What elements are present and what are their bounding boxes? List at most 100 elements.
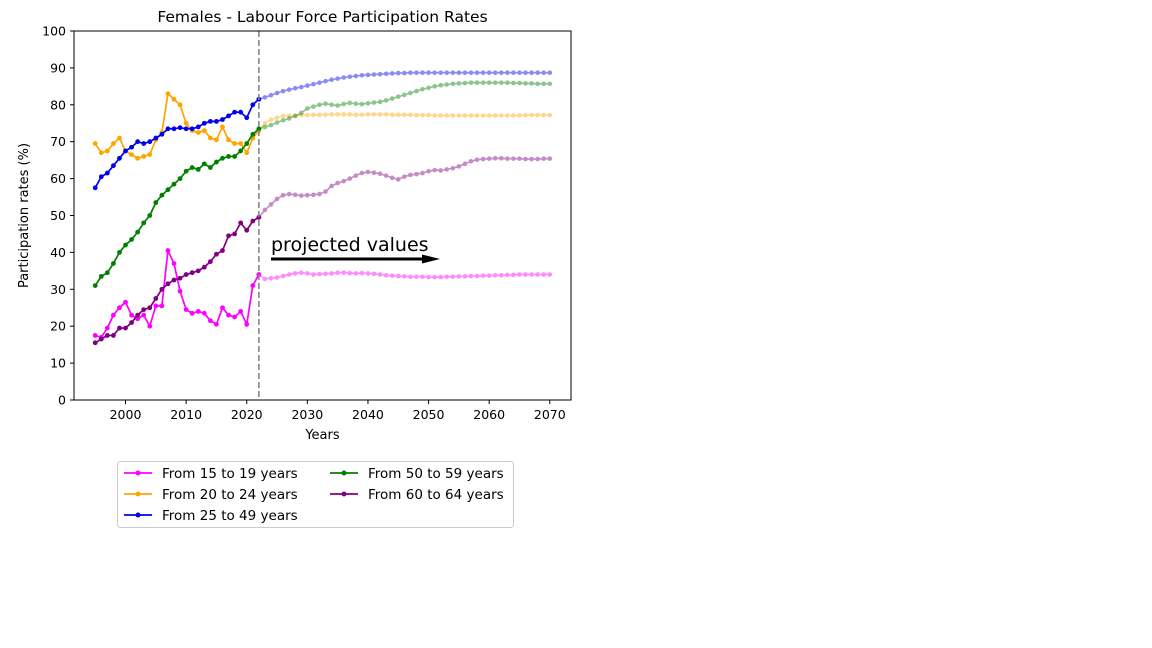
series-1-projected-point (498, 272, 504, 278)
legend-label: From 50 to 59 years (368, 466, 504, 482)
series-1-projected-point (438, 274, 443, 280)
series-2-point (141, 154, 147, 159)
series-1-point (92, 333, 98, 338)
series-2-point (104, 148, 110, 154)
series-4-projected-point (280, 117, 286, 123)
series-1-projected-point (383, 272, 389, 278)
series-2-projected-point (377, 112, 383, 117)
series-3-projected-point (292, 85, 298, 91)
series-4 (92, 80, 553, 289)
series-1-point (201, 310, 207, 316)
series-1-projected-point (486, 273, 492, 278)
series-5-point (147, 305, 153, 311)
series-5-point (171, 277, 177, 283)
series-5-projected-point (529, 156, 534, 162)
legend-label: From 15 to 19 years (162, 466, 298, 482)
series-1 (92, 247, 553, 340)
series-3-projected-point (414, 70, 419, 75)
series-4-projected-point (371, 100, 377, 105)
series-3-point (250, 102, 256, 108)
y-tick-label: 30 (50, 282, 66, 297)
series-5-projected-point (353, 173, 359, 178)
series-2-projected-point (468, 113, 474, 118)
series-4-projected-point (468, 80, 474, 85)
series-3-point (159, 131, 165, 137)
series-2-projected-point (444, 113, 450, 118)
series-1-projected-point (426, 274, 431, 280)
legend-item: From 50 to 59 years (330, 466, 504, 482)
series-3-point (244, 115, 250, 121)
series-3-projected-point (523, 70, 528, 75)
series-4-projected-point (402, 92, 407, 98)
series-5-projected-point (541, 156, 547, 161)
series-5-projected-point (426, 168, 431, 174)
series-5-point (214, 251, 219, 257)
series-5-projected-point (329, 183, 334, 189)
series-4-point (201, 161, 207, 167)
series-3-projected-point (505, 70, 510, 75)
series-2-projected-point (365, 112, 371, 117)
series-4-projected-point (492, 80, 498, 85)
series-5-projected-point (347, 176, 353, 181)
series-2-projected-point (371, 112, 377, 117)
series-1-projected-point (311, 272, 316, 277)
series-4-point (104, 270, 110, 276)
series-1-projected-point (305, 271, 310, 276)
series-3-point (207, 119, 213, 124)
series-2-projected-point (492, 113, 498, 118)
series-4-point (159, 192, 165, 198)
series-2-projected-point (395, 112, 401, 118)
series-5-point (98, 336, 104, 342)
series-4-point (207, 165, 213, 170)
series-3-point (220, 117, 225, 122)
series-3-projected-point (365, 72, 371, 78)
series-1-point (165, 248, 171, 253)
series-4-point (98, 273, 104, 279)
series-4-projected-point (498, 80, 504, 85)
y-tick-label: 20 (50, 319, 66, 334)
series-5-projected-point (517, 156, 522, 161)
series-4-point (183, 168, 189, 174)
series-2-projected-point (305, 112, 310, 118)
series-4-projected-point (523, 81, 528, 86)
series-1-projected-point (286, 272, 292, 277)
series-5-projected (256, 156, 553, 220)
series-5-point (238, 220, 244, 226)
series-3-point (189, 126, 195, 132)
series-1-projected-point (523, 272, 528, 277)
series-3-projected-point (480, 70, 486, 75)
series-4-point (195, 166, 201, 172)
series-1-projected-point (511, 272, 516, 278)
series-5-projected-point (420, 170, 425, 176)
series-3-point (226, 113, 231, 119)
series-1-projected-point (541, 272, 547, 277)
series-5-projected-point (317, 191, 322, 197)
series-5-projected-point (268, 202, 274, 207)
series-2-point (129, 152, 134, 158)
series-5-projected-point (335, 180, 340, 186)
series-4-projected-point (268, 122, 274, 128)
series-4-point (177, 176, 183, 182)
series-4-projected-line (258, 81, 550, 130)
series-2-point (110, 141, 116, 146)
series-5-projected-point (323, 189, 328, 194)
series-5-projected-point (450, 165, 456, 171)
series-1-projected-point (359, 270, 365, 276)
series-3-projected-point (262, 95, 268, 100)
series-4-projected-point (262, 124, 268, 130)
series-5-point (129, 320, 134, 325)
series-1-projected-point (292, 271, 298, 276)
series-5-projected-point (438, 168, 443, 173)
series-5-projected-point (511, 156, 516, 161)
series-2-point (165, 91, 171, 97)
series-4-projected-point (462, 80, 468, 86)
series-5-point (123, 325, 128, 331)
series-1-projected-point (480, 273, 486, 278)
series-4-projected-point (444, 82, 450, 87)
series-2-projected-point (262, 120, 268, 126)
series-5-projected-point (395, 177, 401, 182)
series-3-projected-point (395, 70, 401, 76)
series-5-projected-point (444, 167, 450, 172)
series-3-point (147, 139, 153, 145)
series-3-projected-point (517, 70, 522, 75)
